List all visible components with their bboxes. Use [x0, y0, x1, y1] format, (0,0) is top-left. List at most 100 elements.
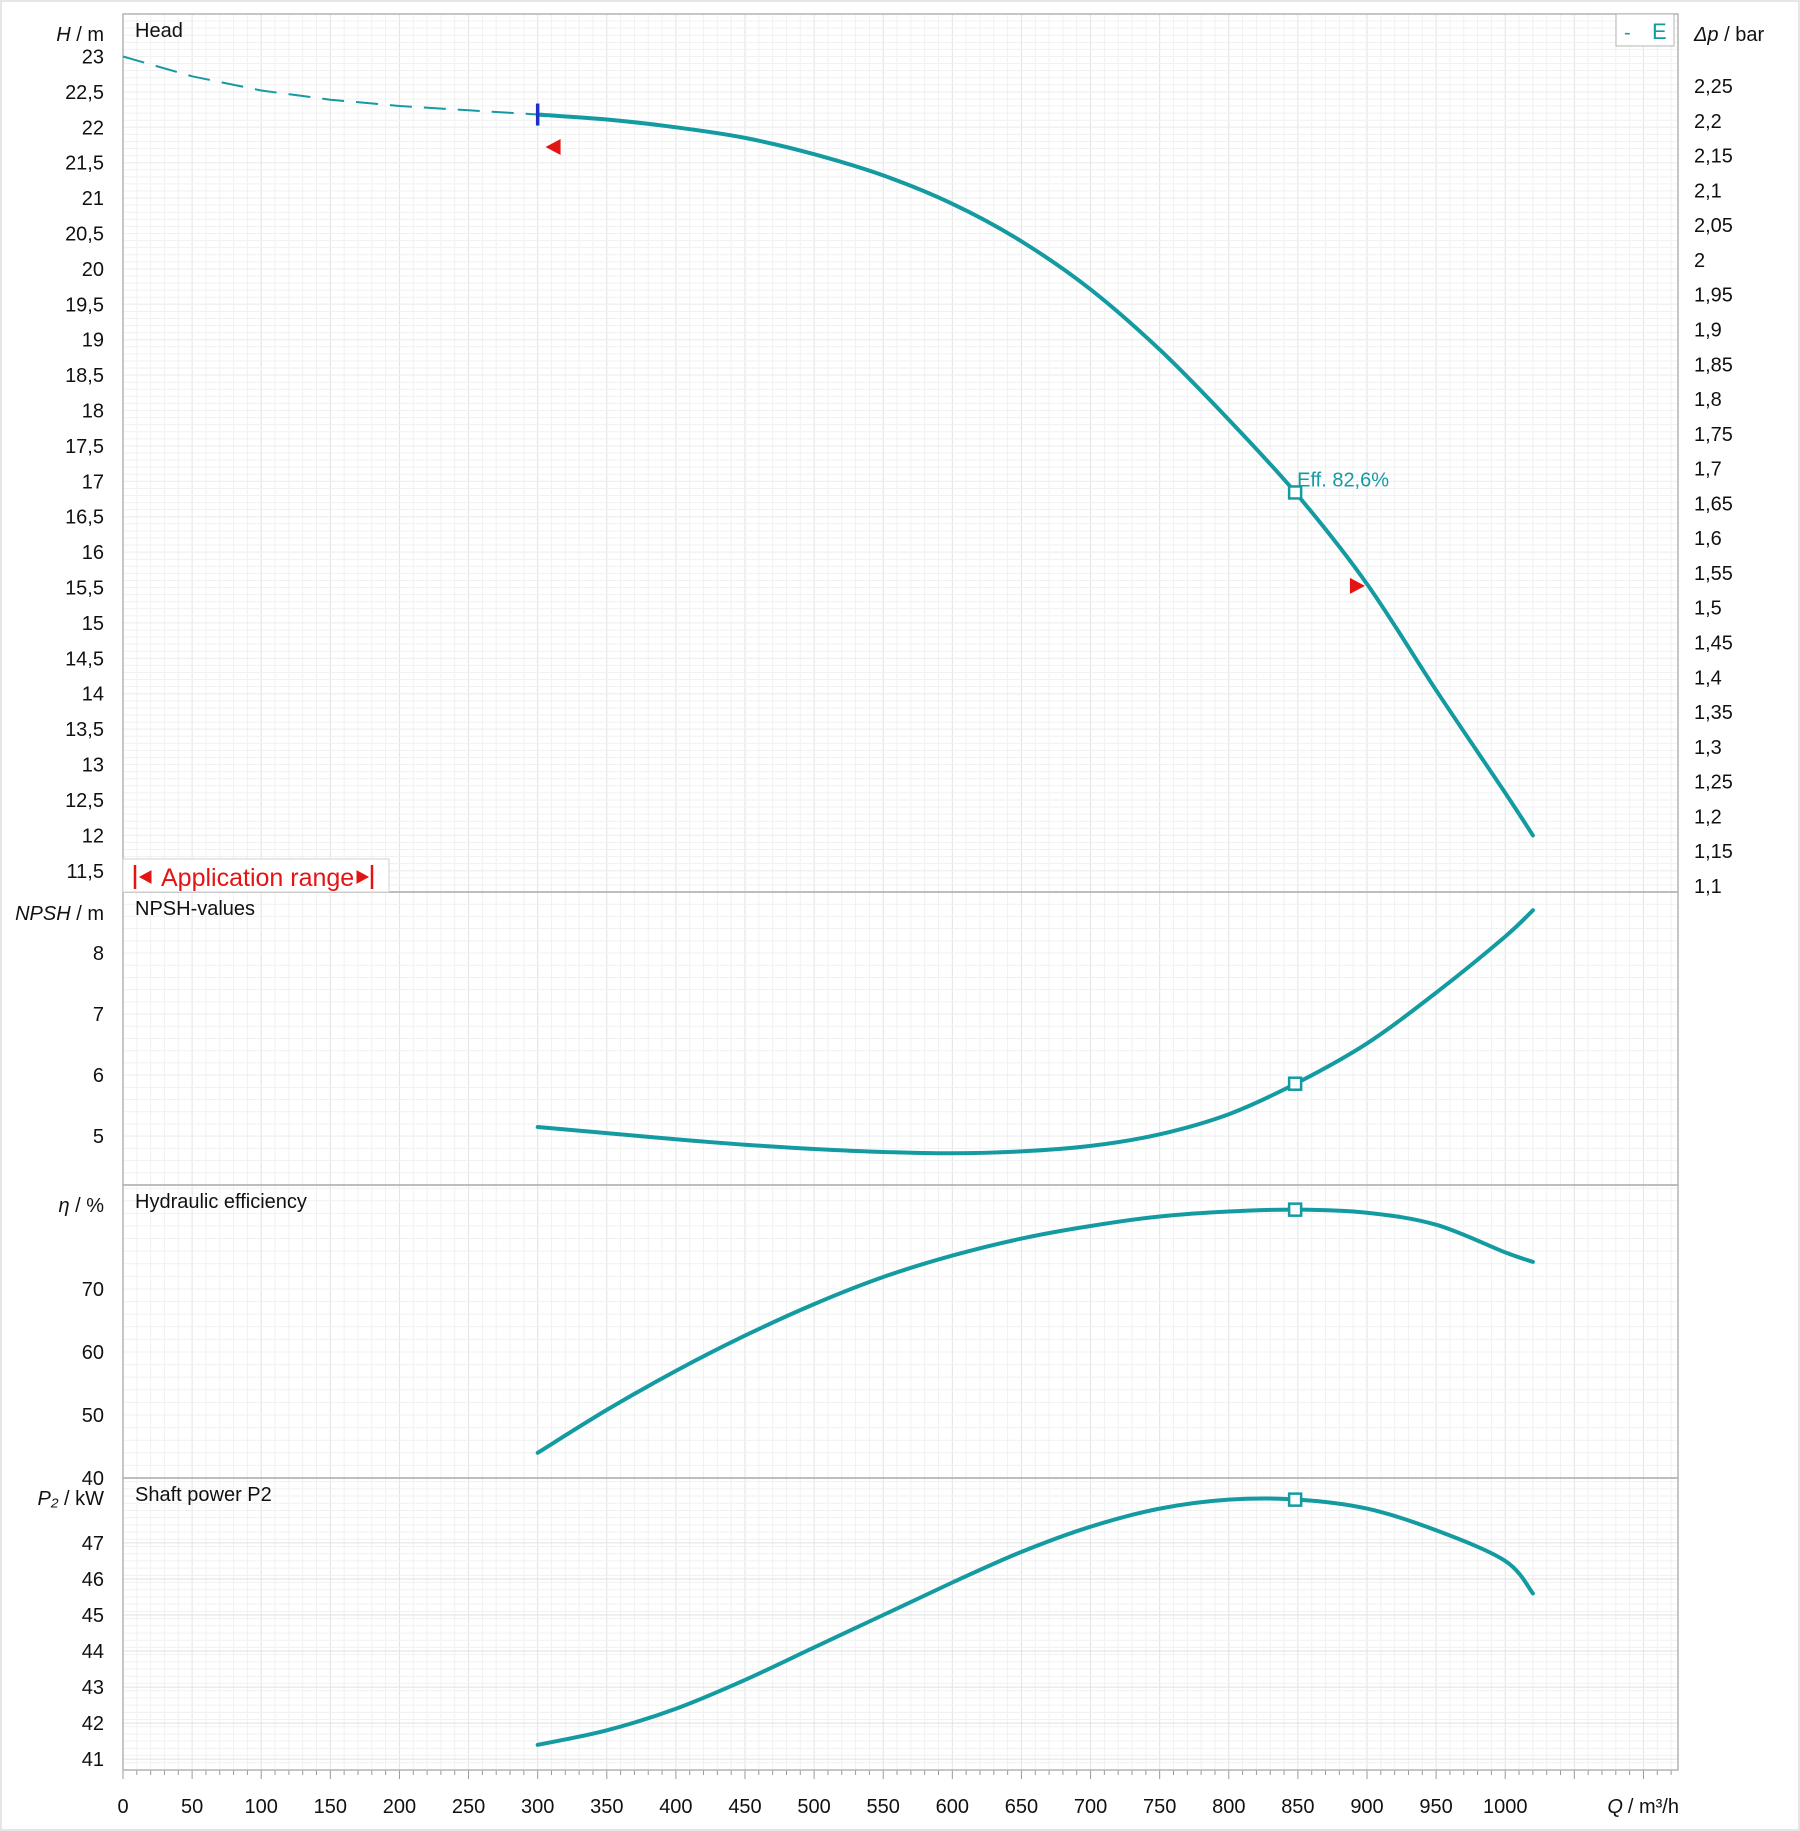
- y-tick-label: 44: [82, 1641, 104, 1663]
- y-tick-label: 18,5: [65, 365, 104, 387]
- y-tick-label: 15: [82, 613, 104, 635]
- shaft-power-curve: [535, 1496, 1535, 1747]
- head-curve: [535, 112, 1535, 838]
- y-tick-label: 17,5: [65, 436, 104, 458]
- right-tick-label: 1,55: [1694, 563, 1733, 585]
- x-tick-label: 150: [314, 1796, 347, 1818]
- y-tick-label: 15,5: [65, 578, 104, 600]
- x-tick-label: 700: [1074, 1796, 1107, 1818]
- right-tick-label: 1,6: [1694, 528, 1722, 550]
- right-tick-label: 1,2: [1694, 806, 1722, 828]
- y-tick-label: 40: [82, 1468, 104, 1490]
- right-tick-label: 1,7: [1694, 459, 1722, 481]
- y-tick-label: 6: [93, 1065, 104, 1087]
- y-tick-label: 41: [82, 1749, 104, 1771]
- y-tick-label: 70: [82, 1279, 104, 1301]
- y-tick-label: 60: [82, 1342, 104, 1364]
- axis-labels: 0 50 100 150 200 250 300 350 400 450 500 550 600 650 7…: [15, 20, 1764, 1818]
- x-tick-label: 350: [590, 1796, 623, 1818]
- app-range-left-arrow: [138, 870, 152, 884]
- right-tick-label: 1,4: [1694, 667, 1722, 689]
- x-tick-label: 50: [181, 1796, 203, 1818]
- right-tick-label: 2,15: [1694, 146, 1733, 168]
- y-tick-label: 23: [82, 46, 104, 68]
- right-tick-label: 1,95: [1694, 285, 1733, 307]
- y-tick-label: 16: [82, 542, 104, 564]
- right-tick-label: 1,45: [1694, 633, 1733, 655]
- x-tick-label: 200: [383, 1796, 416, 1818]
- right-tick-label: 1,1: [1694, 876, 1722, 898]
- right-tick-label: 1,5: [1694, 598, 1722, 620]
- y-tick-label: 21,5: [65, 153, 104, 175]
- panel-title: Hydraulic efficiency: [135, 1191, 307, 1213]
- x-tick-label: 850: [1281, 1796, 1314, 1818]
- y-tick-label: 5: [93, 1126, 104, 1148]
- y-tick-label: 21: [82, 188, 104, 210]
- x-axis-label: Q / m³/h: [1607, 1796, 1679, 1818]
- right-tick-label: 1,8: [1694, 389, 1722, 411]
- y-axis-label: H / m: [56, 24, 104, 46]
- right-tick-label: 1,3: [1694, 737, 1722, 759]
- x-tick-label: 950: [1419, 1796, 1452, 1818]
- right-tick-label: 1,25: [1694, 772, 1733, 794]
- x-tick-label: 400: [659, 1796, 692, 1818]
- y-tick-label: 13,5: [65, 719, 104, 741]
- x-tick-label: 0: [117, 1796, 128, 1818]
- operating-point-marker: [1287, 1492, 1303, 1507]
- y-tick-label: 43: [82, 1677, 104, 1699]
- right-tick-label: 1,75: [1694, 424, 1733, 446]
- y-tick-label: 22,5: [65, 82, 104, 104]
- y-axis-label: η / %: [58, 1195, 104, 1217]
- x-tick-label: 100: [245, 1796, 278, 1818]
- right-tick-label: 2,2: [1694, 111, 1722, 133]
- y-tick-label: 50: [82, 1405, 104, 1427]
- y-tick-label: 16,5: [65, 507, 104, 529]
- y-tick-label: 20,5: [65, 224, 104, 246]
- y-tick-label: 42: [82, 1713, 104, 1735]
- operating-point-marker: [1287, 485, 1303, 500]
- panel-title: Head: [135, 20, 183, 42]
- right-tick-label: 1,65: [1694, 493, 1733, 515]
- operating-point-marker: [1287, 1202, 1303, 1217]
- efficiency-curve: [535, 1207, 1535, 1455]
- y-tick-label: 12: [82, 825, 104, 847]
- efficiency-annotation: Eff. 82,6%: [1297, 469, 1389, 491]
- x-tick-label: 900: [1350, 1796, 1383, 1818]
- legend-dash: -: [1624, 22, 1631, 44]
- x-tick-label: 650: [1005, 1796, 1038, 1818]
- right-tick-label: 1,85: [1694, 354, 1733, 376]
- y-tick-label: 14: [82, 684, 104, 706]
- y-tick-label: 46: [82, 1569, 104, 1591]
- y-tick-label: 7: [93, 1004, 104, 1026]
- y-tick-label: 11,5: [67, 861, 104, 883]
- y-axis-label: P₂ / kW: [37, 1488, 104, 1510]
- panel-title: Shaft power P2: [135, 1484, 272, 1506]
- x-tick-label: 550: [867, 1796, 900, 1818]
- y-tick-label: 12,5: [65, 790, 104, 812]
- y-tick-label: 18: [82, 401, 104, 423]
- right-axis-label: Δp / bar: [1693, 24, 1764, 46]
- right-tick-label: 2,05: [1694, 215, 1733, 237]
- y-tick-label: 47: [82, 1533, 104, 1555]
- app-range-right-arrow: [356, 870, 370, 884]
- head-curve-extension: [122, 55, 538, 116]
- y-tick-label: 45: [82, 1605, 104, 1627]
- y-axis-label: NPSH / m: [15, 903, 104, 925]
- x-tick-label: 1000: [1483, 1796, 1528, 1818]
- x-tick-label: 450: [728, 1796, 761, 1818]
- x-tick-label: 500: [797, 1796, 830, 1818]
- legend-box[interactable]: - E: [1615, 13, 1675, 47]
- y-tick-label: 19: [82, 330, 104, 352]
- grid: [122, 14, 1678, 1779]
- right-tick-label: 2,1: [1694, 180, 1722, 202]
- y-tick-label: 19,5: [65, 294, 104, 316]
- application-range-label: Application range: [161, 864, 354, 892]
- x-tick-label: 750: [1143, 1796, 1176, 1818]
- legend-label: E: [1652, 19, 1667, 44]
- right-tick-label: 1,15: [1694, 841, 1733, 863]
- application-range-box: Application range: [122, 858, 390, 893]
- right-tick-label: 1,9: [1694, 319, 1722, 341]
